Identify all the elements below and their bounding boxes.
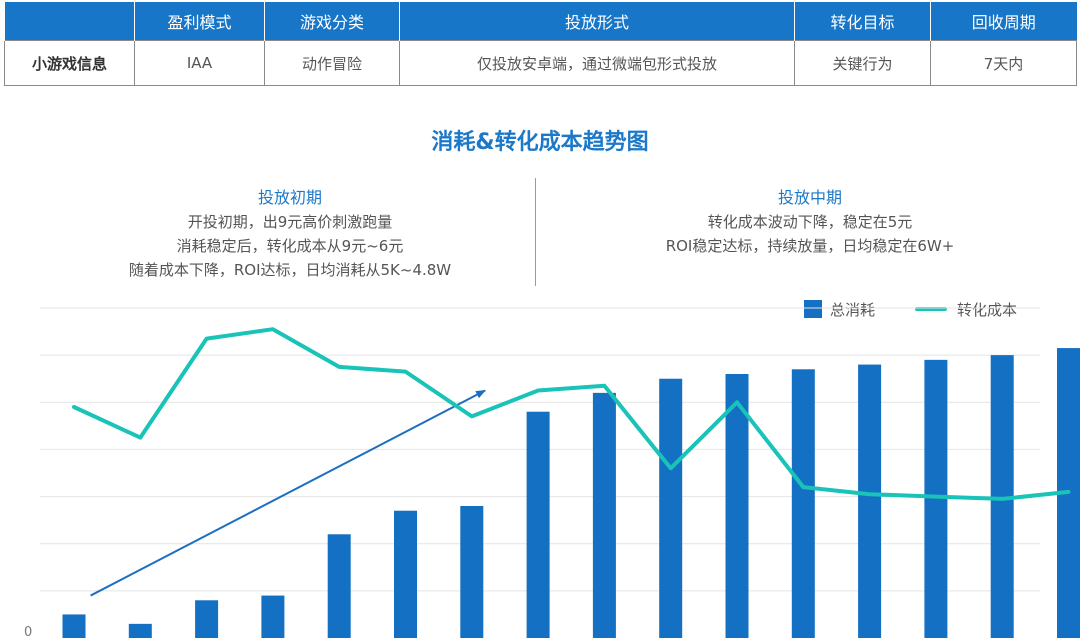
trend-arrow — [90, 389, 486, 597]
legend-item-total-spend: 总消耗 — [804, 299, 875, 320]
game-info-table: 盈利模式 游戏分类 投放形式 转化目标 回收周期 小游戏信息 IAA 动作冒险 … — [4, 2, 1077, 86]
phase-early-line-2: 消耗稳定后，转化成本从9元~6元 — [176, 237, 404, 255]
payback-period-cell: 7天内 — [930, 40, 1077, 86]
header-cell-payback-period: 回收周期 — [930, 2, 1077, 41]
bar-total-spend — [460, 506, 484, 638]
delivery-format-cell: 仅投放安卓端，通过微端包形式投放 — [399, 40, 795, 86]
table-header-row: 盈利模式 游戏分类 投放形式 转化目标 回收周期 — [4, 2, 1077, 41]
phase-early-annotation: 投放初期 开投初期，出9元高价刺激跑量 消耗稳定后，转化成本从9元~6元 随着成… — [40, 186, 540, 282]
bar-total-spend — [659, 378, 683, 638]
profit-model-cell: IAA — [134, 40, 265, 86]
phase-mid-line-2: ROI稳定达标，持续放量，日均稳定在6W+ — [665, 237, 955, 255]
line-conversion-cost — [72, 327, 1071, 501]
phase-mid-title: 投放中期 — [777, 188, 842, 207]
header-cell-profit-model: 盈利模式 — [134, 2, 265, 41]
y-tick-label: 0 — [24, 625, 32, 640]
bar-total-spend — [394, 510, 417, 638]
bar-total-spend — [791, 369, 815, 638]
bar-total-spend — [526, 411, 550, 638]
header-cell-conversion-goal: 转化目标 — [794, 2, 931, 41]
bar-total-spend — [195, 600, 219, 638]
header-cell-delivery-format: 投放形式 — [399, 2, 795, 41]
bar-total-spend — [990, 355, 1014, 638]
bar-total-spend — [128, 623, 152, 638]
bar-total-spend — [725, 374, 749, 638]
chart-title: 消耗&转化成本趋势图 — [431, 130, 649, 155]
legend-label-conversion-cost: 转化成本 — [957, 300, 1018, 319]
conversion-goal-cell: 关键行为 — [794, 40, 931, 86]
legend-line-swatch — [915, 307, 948, 311]
bar-total-spend — [592, 392, 616, 638]
header-cell-blank — [4, 2, 135, 41]
bar-total-spend — [858, 364, 882, 638]
phase-mid-line-1: 转化成本波动下降，稳定在5元 — [707, 213, 913, 231]
legend-bar-swatch — [804, 300, 822, 318]
header-cell-game-category: 游戏分类 — [264, 2, 400, 41]
game-category-cell: 动作冒险 — [264, 40, 400, 86]
phase-early-title: 投放初期 — [257, 188, 322, 207]
chart-legend: 总消耗 转化成本 — [804, 298, 1017, 320]
phase-early-line-3: 随着成本下降，ROI达标，日均消耗从5K~4.8W — [128, 261, 452, 279]
table-row: 小游戏信息 IAA 动作冒险 仅投放安卓端，通过微端包形式投放 关键行为 7天内 — [4, 40, 1077, 86]
bar-total-spend — [62, 614, 86, 638]
bar-total-spend — [261, 595, 285, 638]
phase-early-line-1: 开投初期，出9元高价刺激跑量 — [187, 213, 393, 231]
bar-total-spend — [924, 359, 948, 638]
phase-mid-annotation: 投放中期 转化成本波动下降，稳定在5元 ROI稳定达标，持续放量，日均稳定在6W… — [560, 186, 1060, 258]
legend-item-conversion-cost: 转化成本 — [915, 299, 1017, 320]
legend-label-total-spend: 总消耗 — [830, 300, 876, 319]
phase-divider — [535, 178, 536, 286]
bar-total-spend — [327, 534, 351, 638]
row-label-cell: 小游戏信息 — [4, 40, 135, 86]
